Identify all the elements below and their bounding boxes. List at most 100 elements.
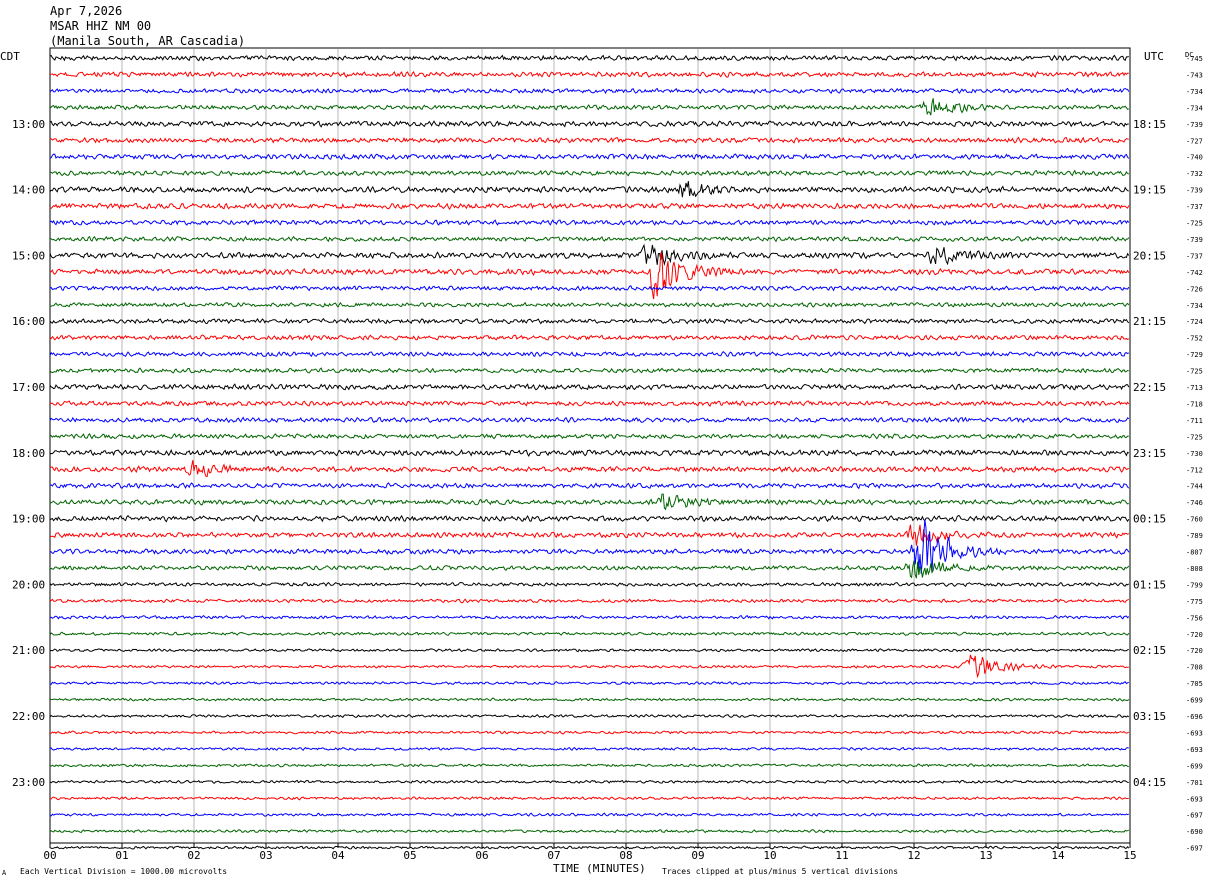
seismic-trace <box>49 796 1129 801</box>
seismic-trace <box>49 560 1130 579</box>
seismic-trace <box>49 202 1130 211</box>
seismic-trace <box>49 153 1130 161</box>
dc-offset-label: -697 <box>1186 845 1203 853</box>
dc-offset-label: -756 <box>1186 614 1203 622</box>
seismic-trace <box>49 524 1130 546</box>
dc-offset-label: -697 <box>1186 812 1203 820</box>
left-timezone-label: CDT <box>0 50 20 63</box>
dc-offset-label: -708 <box>1186 664 1203 672</box>
x-tick-label: 06 <box>475 849 488 862</box>
seismic-trace <box>49 449 1130 458</box>
seismic-trace <box>49 614 1130 620</box>
dc-offset-label: -732 <box>1186 170 1203 178</box>
x-tick-label: 09 <box>691 849 704 862</box>
dc-offset-label: -752 <box>1186 335 1203 343</box>
x-tick-label: 12 <box>907 849 920 862</box>
corner-mark: A <box>2 869 7 877</box>
clip-note: Traces clipped at plus/minus 5 vertical … <box>662 867 899 876</box>
dc-offset-label: -724 <box>1186 318 1203 326</box>
seismic-trace <box>49 416 1130 424</box>
dc-offset-label: -807 <box>1186 549 1203 557</box>
dc-column-label: DC <box>1185 51 1193 59</box>
seismic-trace <box>49 317 1130 325</box>
cdt-hour-label: 14:00 <box>12 184 45 197</box>
cdt-hour-label: 20:00 <box>12 578 45 591</box>
dc-offset-label: -696 <box>1186 713 1203 721</box>
seismic-trace <box>49 120 1129 128</box>
seismic-trace <box>49 493 1129 511</box>
dc-offset-label: -739 <box>1186 236 1203 244</box>
seismic-trace <box>49 631 1130 637</box>
seismic-trace <box>49 697 1130 702</box>
header-location: (Manila South, AR Cascadia) <box>50 34 246 48</box>
dc-offset-label: -737 <box>1186 252 1203 260</box>
x-tick-label: 14 <box>1051 849 1065 862</box>
seismic-trace <box>49 334 1130 341</box>
right-timezone-label: UTC <box>1144 50 1164 63</box>
cdt-hour-label: 23:00 <box>12 776 45 789</box>
seismic-trace <box>49 367 1129 374</box>
cdt-hour-label: 19:00 <box>12 513 45 526</box>
seismic-trace <box>49 235 1130 243</box>
cdt-hour-label: 22:00 <box>12 710 45 723</box>
x-tick-label: 02 <box>187 849 200 862</box>
utc-hour-label: 18:15 <box>1133 118 1166 131</box>
x-tick-label: 01 <box>115 849 128 862</box>
x-tick-label: 13 <box>979 849 992 862</box>
x-tick-label: 10 <box>763 849 776 862</box>
dc-offset-label: -729 <box>1186 351 1203 359</box>
header-date: Apr 7,2026 <box>50 4 123 18</box>
x-axis-title: TIME (MINUTES) <box>553 862 646 875</box>
utc-hour-label: 03:15 <box>1133 710 1166 723</box>
utc-hour-label: 02:15 <box>1133 644 1166 657</box>
x-tick-label: 03 <box>259 849 272 862</box>
seismic-trace <box>49 350 1130 358</box>
seismic-trace <box>49 581 1130 588</box>
dc-offset-label: -737 <box>1186 203 1203 211</box>
dc-offset-label: -734 <box>1186 104 1203 112</box>
seismic-trace <box>49 433 1129 440</box>
seismic-trace <box>49 285 1130 292</box>
cdt-hour-label: 18:00 <box>12 447 45 460</box>
dc-offset-label: -760 <box>1186 516 1203 524</box>
scale-note: Each Vertical Division = 1000.00 microvo… <box>20 867 228 876</box>
seismic-trace <box>49 598 1130 604</box>
seismic-trace <box>49 713 1130 719</box>
dc-offset-label: -775 <box>1186 598 1203 606</box>
dc-offset-label: -730 <box>1186 450 1203 458</box>
dc-offset-label: -693 <box>1186 795 1203 803</box>
dc-offset-label: -745 <box>1186 55 1203 63</box>
dc-offset-label: -744 <box>1186 483 1203 491</box>
dc-offset-label: -743 <box>1186 71 1203 79</box>
dc-offset-label: -713 <box>1186 384 1203 392</box>
cdt-hour-label: 15:00 <box>12 249 45 262</box>
dc-offset-label: -699 <box>1186 697 1203 705</box>
seismic-trace <box>49 519 1130 574</box>
seismic-trace <box>49 70 1129 78</box>
seismic-trace <box>49 181 1129 198</box>
dc-offset-label: -739 <box>1186 187 1203 195</box>
seismic-trace <box>49 169 1129 177</box>
seismic-trace <box>49 252 1130 300</box>
seismic-trace <box>49 219 1130 226</box>
seismic-trace <box>49 87 1130 95</box>
x-tick-label: 08 <box>619 849 632 862</box>
seismic-trace <box>49 514 1130 523</box>
x-tick-label: 07 <box>547 849 560 862</box>
x-tick-label: 00 <box>43 849 56 862</box>
dc-offset-label: -734 <box>1186 302 1203 310</box>
dc-offset-label: -726 <box>1186 285 1203 293</box>
dc-offset-label: -725 <box>1186 220 1203 228</box>
cdt-hour-label: 17:00 <box>12 381 45 394</box>
dc-offset-label: -718 <box>1186 400 1203 408</box>
utc-hour-label: 04:15 <box>1133 776 1166 789</box>
dc-offset-label: -690 <box>1186 828 1203 836</box>
x-tick-label: 15 <box>1123 849 1136 862</box>
seismic-trace <box>49 383 1130 391</box>
seismic-trace <box>49 136 1129 144</box>
dc-offset-label: -789 <box>1186 532 1203 540</box>
seismic-trace <box>49 301 1130 308</box>
dc-offset-label: -799 <box>1186 581 1203 589</box>
utc-hour-label: 19:15 <box>1133 184 1166 197</box>
utc-hour-label: 22:15 <box>1133 381 1166 394</box>
